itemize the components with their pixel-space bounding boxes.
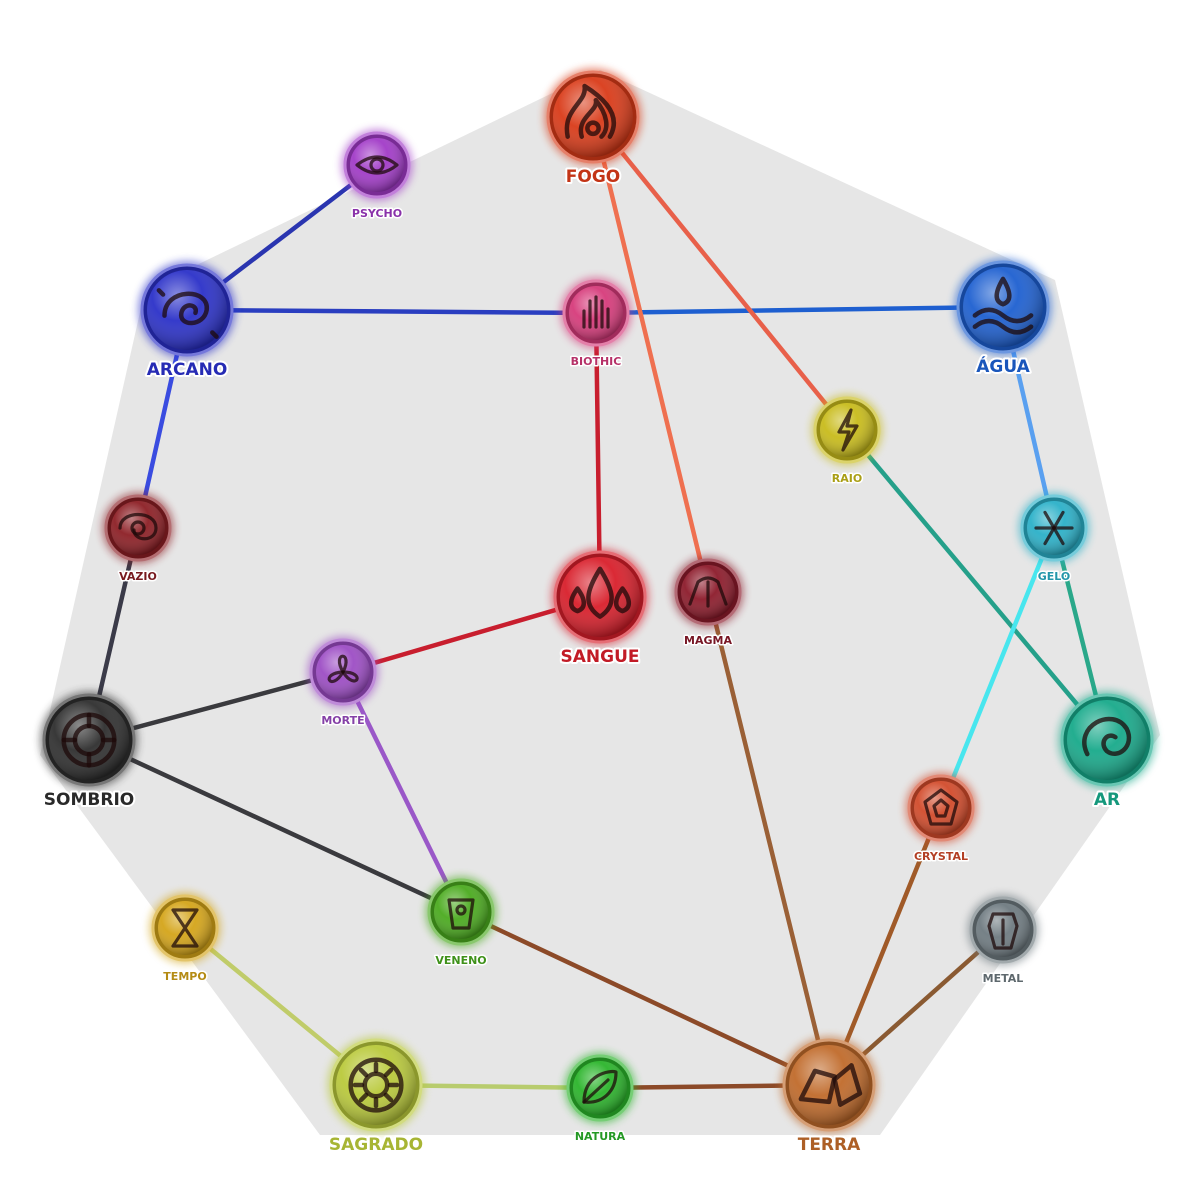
- node-ar-shade: [1067, 700, 1147, 780]
- void-icon: [118, 513, 158, 541]
- node-sangue-label: SANGUE: [561, 647, 640, 667]
- wind-swirl-icon: [1082, 716, 1132, 757]
- sun-icon: [348, 1057, 404, 1113]
- water-icon: [972, 276, 1034, 335]
- nodes-layer: FOGO ÁGUA ARCANO SANGUE SOMBRIO AR TERRA SAGRAD…: [40, 68, 1156, 1157]
- node-biothic[interactable]: BIOTHIC: [560, 277, 632, 370]
- node-tempo[interactable]: TEMPO: [149, 892, 221, 985]
- blood-drops-icon: [568, 566, 632, 619]
- node-terra[interactable]: TERRA: [780, 1036, 878, 1157]
- node-veneno-label: VENENO: [435, 954, 486, 967]
- rocks-icon: [798, 1063, 863, 1107]
- link-fogo-magma: [590, 114, 711, 595]
- node-fogo-shade: [553, 77, 633, 157]
- leaf-icon: [582, 1069, 618, 1104]
- magma-icon: [688, 576, 728, 608]
- node-raio-label: RAIO: [832, 472, 862, 485]
- hourglass-icon: [171, 908, 199, 948]
- node-veneno-shade: [434, 885, 488, 939]
- node-sombrio[interactable]: SOMBRIO: [40, 691, 138, 812]
- node-biothic-label: BIOTHIC: [571, 355, 622, 368]
- node-psycho-label: PSYCHO: [352, 207, 402, 220]
- node-vazio-label: VAZIO: [119, 570, 157, 583]
- dark-spiral-icon: [61, 712, 117, 768]
- node-psycho-shade: [350, 138, 404, 192]
- node-sangue-shade: [560, 557, 640, 637]
- node-magma[interactable]: MAGMA: [672, 556, 744, 649]
- node-magma-label: MAGMA: [684, 634, 732, 647]
- node-psycho[interactable]: PSYCHO: [341, 129, 413, 222]
- fire-icon: [564, 83, 617, 139]
- link-gelo-crystal: [938, 525, 1057, 811]
- node-arcano-label: ARCANO: [147, 360, 228, 380]
- node-arcano-shade: [147, 270, 227, 350]
- link-fogo-raio: [590, 114, 850, 433]
- node-metal-label: METAL: [983, 972, 1024, 985]
- node-vazio-shade: [111, 501, 165, 555]
- node-veneno[interactable]: VENENO: [425, 876, 497, 969]
- node-agua-label: ÁGUA: [976, 355, 1030, 377]
- node-ar-label: AR: [1094, 790, 1120, 810]
- node-natura[interactable]: NATURA: [564, 1052, 636, 1145]
- node-tempo-label: TEMPO: [163, 970, 206, 983]
- node-natura-label: NATURA: [575, 1130, 626, 1143]
- node-crystal-label: CRYSTAL: [914, 850, 968, 863]
- link-veneno-terra: [458, 909, 832, 1088]
- death-knot-icon: [327, 654, 359, 684]
- node-metal[interactable]: METAL: [967, 894, 1039, 987]
- eye-icon: [355, 155, 399, 175]
- node-terra-label: TERRA: [798, 1135, 861, 1155]
- link-sombrio-veneno: [86, 737, 464, 915]
- node-arcano[interactable]: ARCANO: [138, 261, 236, 382]
- node-gelo-label: GELO: [1038, 570, 1071, 583]
- node-morte[interactable]: MORTE: [307, 636, 379, 729]
- armor-icon: [987, 912, 1019, 950]
- snowflake-icon: [1034, 510, 1074, 546]
- link-arcano-biothic: [184, 307, 599, 316]
- link-biothic-agua: [593, 304, 1006, 316]
- node-crystal[interactable]: CRYSTAL: [905, 772, 977, 865]
- node-gelo[interactable]: GELO: [1018, 492, 1090, 585]
- node-sagrado-shade: [336, 1045, 416, 1125]
- poison-icon: [447, 898, 475, 930]
- node-raio[interactable]: RAIO: [811, 394, 883, 487]
- node-raio-shade: [820, 403, 874, 457]
- node-fogo[interactable]: FOGO: [544, 68, 642, 189]
- node-sangue[interactable]: SANGUE: [551, 548, 649, 669]
- node-fogo-label: FOGO: [566, 167, 620, 187]
- node-agua-shade: [963, 267, 1043, 347]
- link-crystal-terra: [826, 805, 944, 1088]
- node-sagrado-label: SAGRADO: [329, 1135, 423, 1155]
- crystal-icon: [923, 788, 959, 826]
- link-raio-ar: [844, 427, 1110, 743]
- node-morte-label: MORTE: [321, 714, 364, 727]
- node-sombrio-shade: [49, 700, 129, 780]
- arcane-swirl-icon: [156, 288, 219, 339]
- link-morte-veneno: [340, 669, 464, 915]
- hand-icon: [582, 295, 610, 329]
- node-agua[interactable]: ÁGUA: [954, 258, 1052, 379]
- node-vazio[interactable]: VAZIO: [102, 492, 174, 585]
- lightning-icon: [837, 408, 859, 452]
- link-magma-terra: [705, 589, 832, 1088]
- node-sombrio-label: SOMBRIO: [44, 790, 134, 810]
- node-crystal-shade: [914, 781, 968, 835]
- node-ar[interactable]: AR: [1058, 691, 1156, 812]
- node-sagrado[interactable]: SAGRADO: [327, 1036, 425, 1157]
